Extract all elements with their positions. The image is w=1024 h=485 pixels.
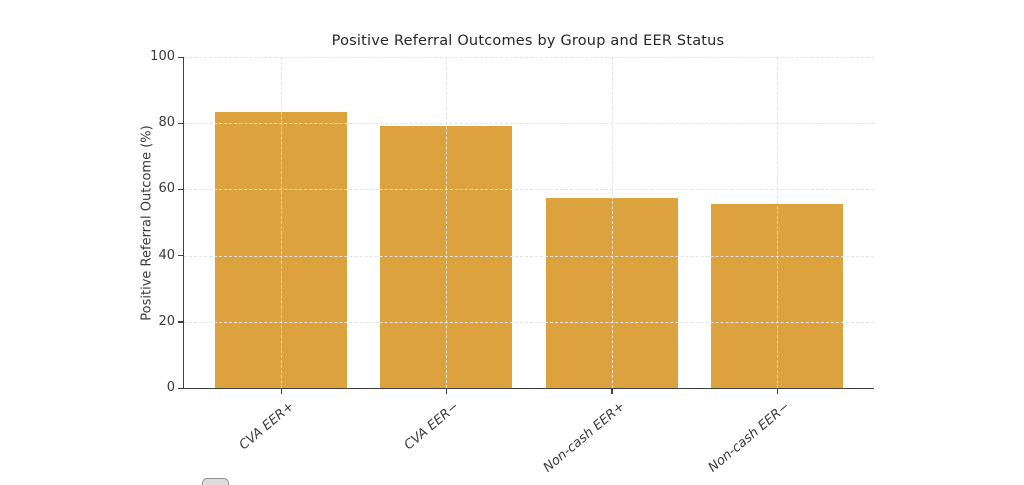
y-tick-label: 80 [158,115,175,131]
x-tick-label: CVA EER+ [236,399,297,454]
y-tick-mark [178,188,184,191]
chart-title: Positive Referral Outcomes by Group and … [331,33,725,49]
y-gridline [184,255,874,257]
y-tick-mark [178,255,184,257]
plot-area: 0 20 40 60 80 100 CVA EER+ CVA EER− Non-cash EER… [150,49,874,476]
y-tick-label: 40 [158,247,175,263]
y-tick-mark [178,56,184,58]
x-gridline [611,57,613,388]
x-gridline [777,57,779,388]
x-tick-mark [611,389,613,394]
x-tick-label: Non-cash EER− [705,399,793,476]
x-tick-label: CVA EER− [401,399,463,454]
x-tick-mark [776,389,778,394]
y-tick-label: 0 [166,380,175,395]
y-axis-label: Positive Referral Outcome (%) [139,125,155,321]
x-gridline [446,57,448,388]
y-tick-mark [178,122,184,124]
legend-box-fragment [202,478,229,485]
y-gridline [184,189,874,191]
y-gridline [184,123,874,125]
x-tick-mark [445,389,448,394]
y-tick-label: 60 [158,181,175,197]
y-tick-mark [178,321,184,323]
x-tick-label: Non-cash EER+ [540,399,628,476]
y-tick-label: 20 [158,313,175,329]
x-gridline [281,57,282,388]
y-gridline [184,321,874,323]
y-tick-label: 100 [150,49,175,64]
y-tick-mark [178,387,184,389]
y-gridline [184,57,874,58]
x-tick-mark [280,389,282,394]
